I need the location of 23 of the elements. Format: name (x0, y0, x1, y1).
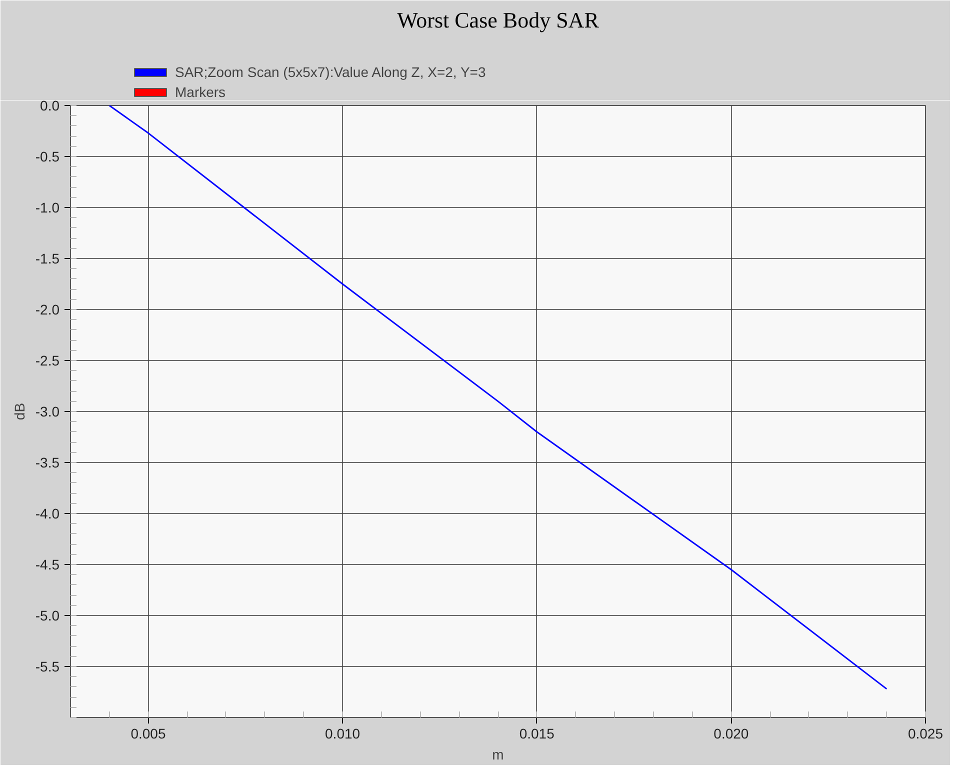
y-tick-label: -2.0 (35, 302, 60, 318)
legend-label: Markers (175, 84, 226, 100)
y-tick-label: -3.0 (35, 404, 60, 420)
y-tick-label: 0.0 (40, 98, 60, 114)
y-tick-label: -0.5 (35, 148, 60, 164)
x-axis-title: m (492, 746, 504, 762)
x-tick-label: 0.005 (130, 726, 166, 742)
y-tick-label: -4.0 (35, 506, 60, 522)
y-tick-label: -1.5 (35, 250, 60, 266)
x-tick-label: 0.015 (519, 726, 555, 742)
y-axis-title: dB (11, 402, 28, 420)
y-tick-label: -5.0 (35, 608, 60, 624)
y-tick-label: -4.5 (35, 556, 60, 572)
x-tick-label: 0.010 (325, 726, 360, 742)
legend-label: SAR;Zoom Scan (5x5x7):Value Along Z, X=2, Y=3 (175, 64, 486, 80)
y-tick-label: -2.5 (35, 352, 60, 368)
chart-title: Worst Case Body SAR (397, 8, 600, 32)
line-series (108, 106, 888, 690)
x-tick-label: 0.025 (908, 726, 944, 742)
x-tick-label: 0.020 (714, 726, 749, 742)
y-tick-label: -3.5 (35, 454, 60, 470)
y-tick-label: -1.0 (35, 200, 60, 216)
y-tick-label: -5.5 (35, 658, 60, 674)
